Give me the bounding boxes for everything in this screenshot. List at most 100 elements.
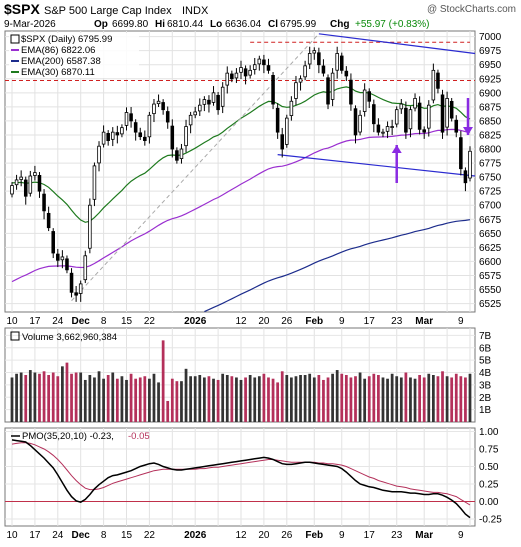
symbol-title: $SPX <box>4 1 40 17</box>
x-tick-label-bottom: Dec <box>72 530 91 541</box>
volume-bar <box>166 400 170 422</box>
volume-bar <box>225 375 229 422</box>
volume-bar <box>74 372 78 422</box>
volume-bar <box>138 377 142 422</box>
candle-body <box>83 255 88 281</box>
candle-body <box>97 145 101 164</box>
pmo-tick-label: 0.25 <box>479 480 499 491</box>
volume-bar <box>427 373 431 422</box>
x-tick-label-bottom: 2026 <box>184 530 207 541</box>
volume-bar <box>161 340 165 422</box>
volume-bar <box>377 375 380 422</box>
ema200-line <box>204 219 471 313</box>
x-tick-label: 17 <box>29 316 41 327</box>
candle-body <box>358 114 362 133</box>
volume-bar <box>125 379 128 422</box>
volume-bar <box>148 378 151 422</box>
volume-tick-label: 6B <box>479 343 492 354</box>
volume-bar <box>445 376 449 422</box>
legend-swatch-price <box>10 34 20 44</box>
x-tick-label: 10 <box>6 316 18 327</box>
volume-bar <box>143 376 147 422</box>
price-tick-label: 6625 <box>479 243 502 254</box>
candle-body <box>385 126 390 132</box>
pmo-tick-label: 0.50 <box>479 462 499 473</box>
volume-bar <box>212 378 215 422</box>
trend-dashed-line <box>71 33 320 302</box>
pmo-legend-main: PMO(35,20,10) -0.23, <box>22 431 114 442</box>
candle-body <box>28 175 33 194</box>
candle-body <box>262 59 266 66</box>
candle-body <box>431 69 436 101</box>
candle-body <box>468 150 472 179</box>
volume-bar <box>216 379 220 422</box>
volume-bar <box>170 378 174 422</box>
candle-body <box>280 134 284 150</box>
x-tick-label: 15 <box>121 316 133 327</box>
volume-bar <box>244 377 247 422</box>
candle-body <box>110 131 115 140</box>
price-tick-label: 6725 <box>479 187 502 198</box>
high-value: 6810.44 <box>167 19 204 30</box>
price-tick-label: 6700 <box>479 201 502 212</box>
volume-bar <box>280 371 284 422</box>
x-tick-label-bottom: 8 <box>101 530 107 541</box>
x-tick-label-bottom: 26 <box>281 530 293 541</box>
candle-body <box>335 53 339 71</box>
candle-body <box>202 99 207 105</box>
candle-body <box>143 136 147 141</box>
x-tick-label-bottom: 20 <box>258 530 270 541</box>
volume-bar <box>184 368 188 422</box>
candle-body <box>266 65 271 71</box>
x-tick-label-bottom: 9 <box>339 530 345 541</box>
candle-body <box>37 175 42 192</box>
volume-bar <box>175 381 179 422</box>
volume-bar <box>344 375 348 422</box>
pmo-legend-signal: -0.05 <box>128 431 150 442</box>
candle-body <box>321 65 326 74</box>
volume-bar <box>409 377 412 422</box>
candle-body <box>427 104 431 129</box>
volume-bar <box>363 378 367 422</box>
candle-body <box>440 94 445 133</box>
volume-bar <box>285 375 289 422</box>
volume-bar <box>88 375 92 422</box>
volume-bar <box>152 373 156 422</box>
volume-bar <box>441 371 444 422</box>
candle-body <box>92 165 97 200</box>
x-tick-label: 22 <box>144 316 156 327</box>
x-tick-label-bottom: 17 <box>29 530 41 541</box>
candle-body <box>404 107 408 133</box>
candle-body <box>179 148 184 159</box>
price-tick-label: 6875 <box>479 102 502 113</box>
volume-bar <box>276 382 280 422</box>
volume-bar <box>28 370 32 422</box>
pmo-tick-label: 0.00 <box>479 497 499 508</box>
watermark: @ StockCharts.com <box>427 4 516 15</box>
x-tick-label: 26 <box>281 316 293 327</box>
volume-bar <box>381 377 385 422</box>
volume-bar <box>93 377 96 422</box>
price-tick-label: 6850 <box>479 116 502 127</box>
candle-body <box>60 256 65 261</box>
price-tick-label: 6900 <box>479 88 502 99</box>
volume-bar <box>358 372 362 422</box>
volume-bar <box>83 379 87 422</box>
price-tick-label: 6800 <box>479 145 502 156</box>
volume-bar <box>19 372 23 422</box>
pmo-main-line <box>11 439 471 519</box>
volume-bar <box>24 375 28 422</box>
volume-bar <box>106 375 110 422</box>
price-tick-label: 6775 <box>479 159 502 170</box>
volume-legend-swatch <box>10 331 20 341</box>
volume-bar <box>464 377 467 422</box>
x-tick-label: Feb <box>305 316 323 327</box>
volume-bar <box>157 382 160 422</box>
volume-bar <box>33 372 37 422</box>
volume-bar <box>230 376 234 422</box>
open-label: Op <box>94 19 108 30</box>
pmo-tick-label: 0.75 <box>479 445 499 456</box>
volume-bar <box>257 376 261 422</box>
candle-body <box>138 132 143 138</box>
candle-body <box>69 272 74 293</box>
